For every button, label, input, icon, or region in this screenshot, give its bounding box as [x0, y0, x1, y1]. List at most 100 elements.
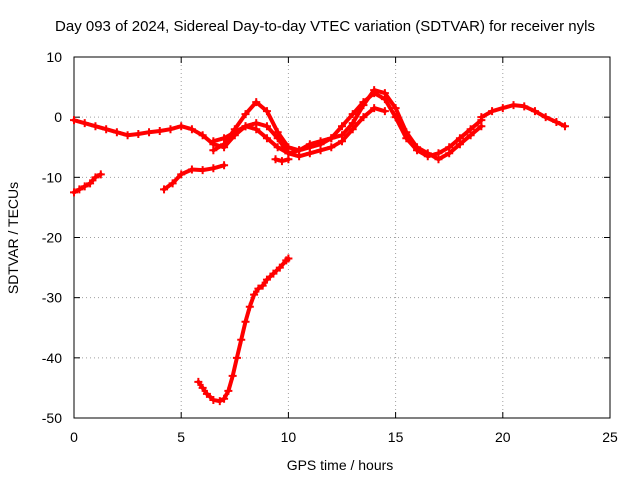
y-tick-label: 10: [46, 49, 62, 65]
series-track-lower: [209, 104, 389, 161]
data-point: [230, 128, 239, 137]
data-point: [134, 130, 143, 139]
data-point: [509, 101, 518, 110]
data-point: [370, 104, 379, 113]
data-point: [198, 383, 207, 392]
data-point: [112, 128, 121, 137]
data-point: [541, 113, 550, 122]
data-point: [228, 371, 237, 380]
data-point: [80, 119, 89, 128]
data-point: [262, 122, 271, 131]
y-tick-label: -20: [42, 230, 62, 246]
data-point: [348, 110, 357, 119]
data-point: [254, 284, 263, 293]
data-point: [198, 166, 207, 175]
data-point: [305, 149, 314, 158]
y-tick-label: -10: [42, 169, 62, 185]
data-point: [273, 143, 282, 152]
data-point: [166, 125, 175, 134]
data-point: [560, 122, 569, 131]
x-axis-label: GPS time / hours: [287, 457, 394, 473]
data-point: [241, 317, 250, 326]
series-track-blip: [271, 155, 293, 166]
data-point: [209, 164, 218, 173]
data-point: [295, 152, 304, 161]
data-point: [370, 86, 379, 95]
series-track-tail: [477, 101, 569, 131]
data-point: [402, 128, 411, 137]
data-point: [530, 107, 539, 116]
data-point: [262, 107, 271, 116]
data-point: [275, 263, 284, 272]
data-point: [258, 281, 267, 290]
data-point: [327, 134, 336, 143]
data-point: [232, 353, 241, 362]
data-point: [220, 134, 229, 143]
y-tick-label: -50: [42, 410, 62, 426]
data-point: [252, 98, 261, 107]
data-point: [327, 143, 336, 152]
data-point: [220, 394, 229, 403]
data-point: [380, 89, 389, 98]
data-point: [145, 128, 154, 137]
data-point: [488, 107, 497, 116]
data-point: [273, 134, 282, 143]
data-point: [123, 131, 132, 140]
data-point: [237, 335, 246, 344]
data-point: [91, 173, 100, 182]
data-point: [316, 137, 325, 146]
data-point: [241, 110, 250, 119]
x-tick-label: 0: [70, 429, 78, 445]
data-point: [194, 377, 203, 386]
data-point: [359, 101, 368, 110]
data-point: [198, 131, 207, 140]
data-point: [262, 275, 271, 284]
data-point: [70, 116, 78, 125]
axis-ticks: 0 5 10 15 20 25 10 0 -10 -20 -30 -40 -50: [42, 49, 618, 445]
series-track-early: [70, 170, 105, 197]
data-point: [241, 122, 250, 131]
data-point: [305, 140, 314, 149]
data-point: [391, 104, 400, 113]
data-point: [202, 389, 211, 398]
data-point: [160, 185, 169, 194]
data-point: [177, 122, 186, 131]
data-point: [86, 179, 95, 188]
data-point: [262, 134, 271, 143]
x-tick-label: 5: [177, 429, 185, 445]
data-point: [552, 117, 561, 126]
data-point: [209, 137, 218, 146]
data-point: [91, 122, 100, 131]
data-point: [102, 125, 111, 134]
x-tick-label: 20: [495, 429, 511, 445]
data-point: [209, 146, 218, 155]
data-point: [75, 185, 84, 194]
data-point: [434, 155, 443, 164]
y-tick-label: -30: [42, 290, 62, 306]
data-point: [245, 302, 254, 311]
data-point: [187, 165, 196, 174]
data-point: [445, 149, 454, 158]
data-point: [220, 161, 229, 170]
data-point: [187, 125, 196, 134]
data-point: [348, 125, 357, 134]
data-point: [413, 143, 422, 152]
data-point: [477, 113, 486, 122]
series-track-mid: [160, 161, 229, 194]
x-tick-label: 15: [388, 429, 404, 445]
y-tick-label: -40: [42, 350, 62, 366]
data-point: [177, 170, 186, 179]
data-point: [250, 290, 259, 299]
data-point: [80, 182, 89, 191]
data-point: [252, 119, 261, 128]
data-point: [70, 188, 78, 197]
grid-lines: [74, 57, 610, 418]
data-point: [155, 127, 164, 136]
data-point: [498, 104, 507, 113]
data-point: [455, 140, 464, 149]
series-track-dip: [194, 254, 293, 406]
y-axis-label: SDTVAR / TECUs: [5, 182, 21, 294]
data-point: [224, 386, 233, 395]
data-point: [380, 107, 389, 116]
